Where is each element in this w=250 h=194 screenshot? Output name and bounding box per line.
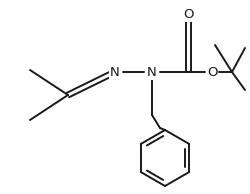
Text: O: O (207, 66, 217, 79)
Text: N: N (110, 66, 120, 79)
Text: O: O (183, 8, 193, 21)
Text: N: N (147, 66, 157, 79)
